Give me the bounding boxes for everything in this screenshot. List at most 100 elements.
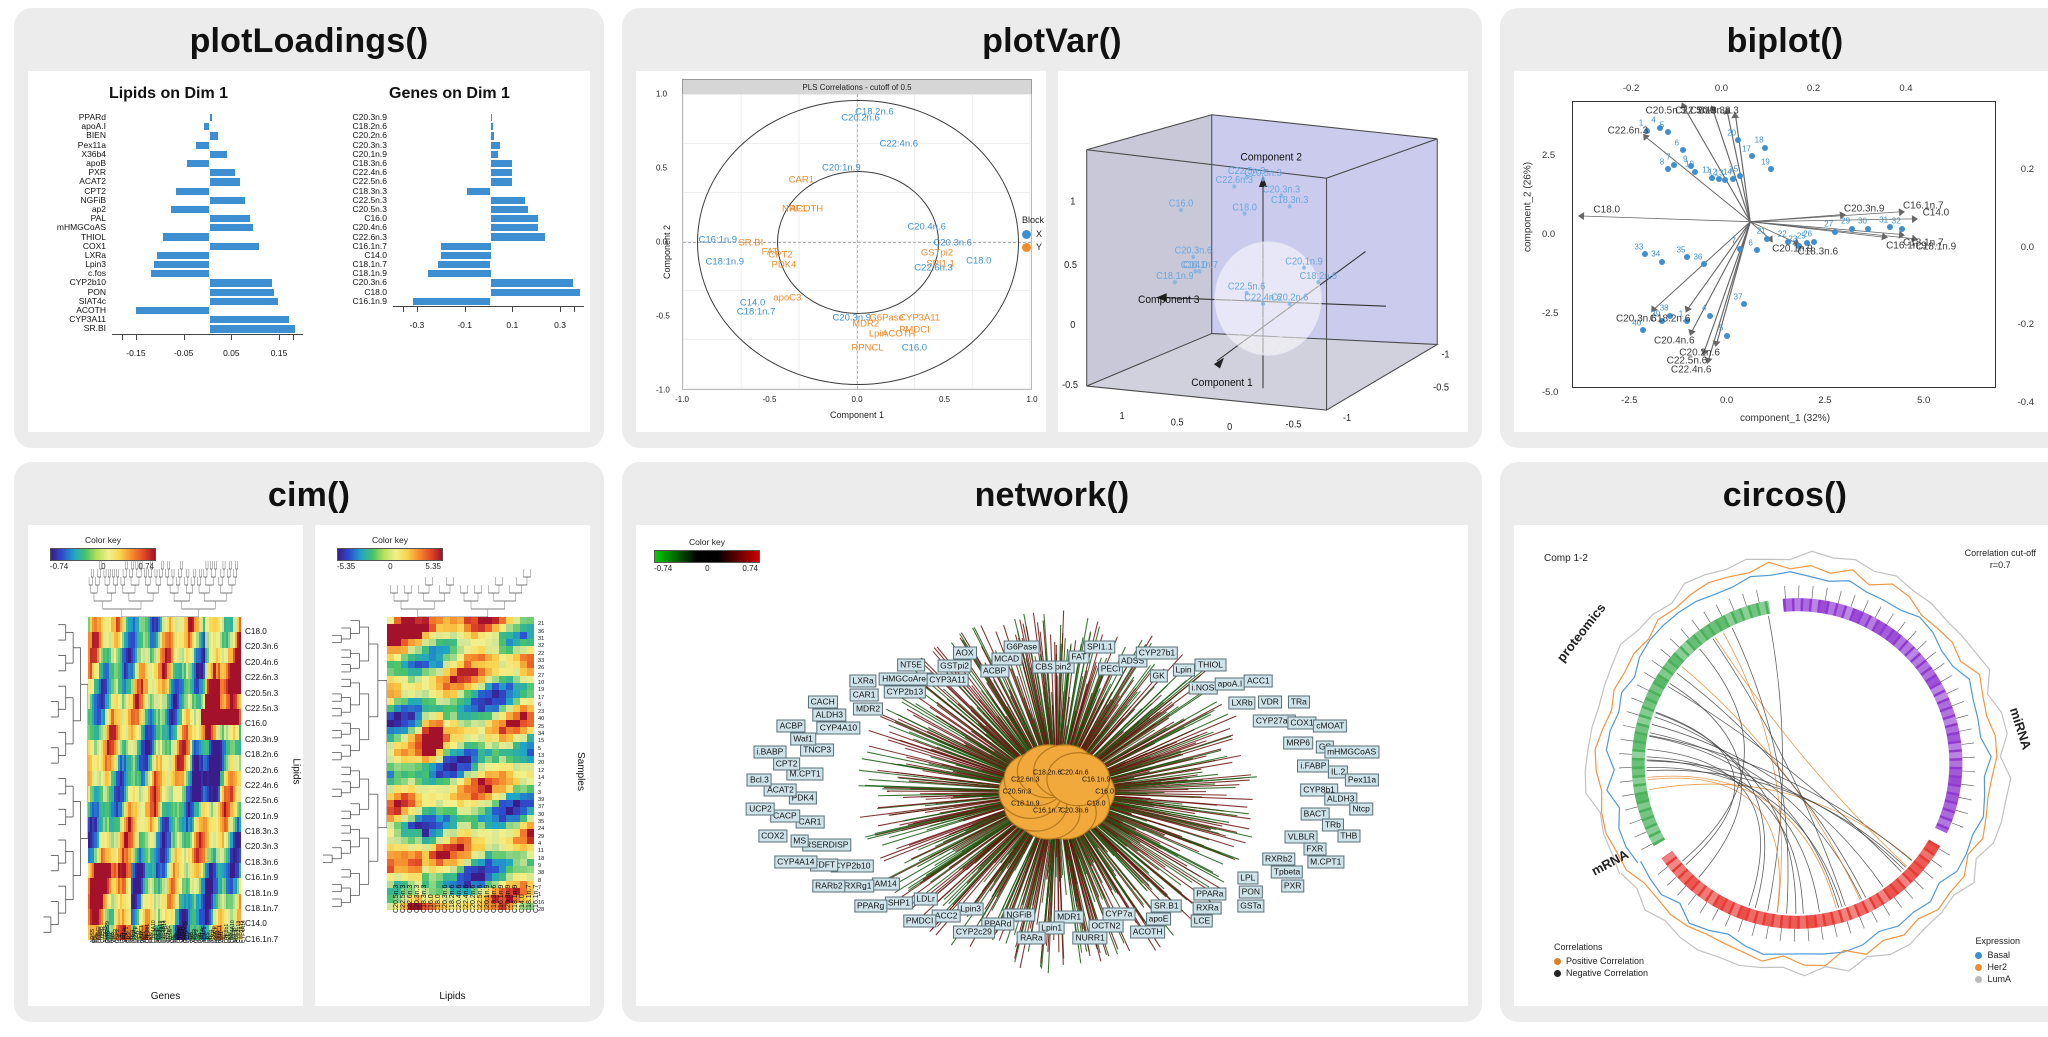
network-node[interactable]: Ntcp [1349, 802, 1373, 815]
network-node[interactable]: SHP1 [884, 896, 914, 910]
network-node[interactable]: mHMGCoAS [1324, 745, 1380, 759]
network-node[interactable]: COX1 [1287, 716, 1317, 730]
network-node[interactable]: VLBLR [1284, 830, 1318, 844]
heatmap-cell [141, 678, 144, 694]
network-node[interactable]: MCAD [991, 652, 1023, 666]
network-node[interactable]: CPT2 [772, 757, 801, 771]
network-node[interactable]: IL.2 [1328, 765, 1349, 779]
network-node[interactable]: FXR [1303, 842, 1327, 856]
network-node[interactable]: TRb [1321, 818, 1344, 832]
network-node[interactable]: THIOL [1194, 658, 1226, 672]
network-node[interactable]: cMOAT [1313, 719, 1348, 733]
network-node[interactable]: MDR1 [1054, 910, 1085, 924]
network-node[interactable]: Pex11a [1344, 773, 1380, 787]
network-node[interactable]: ACAT2 [764, 783, 797, 797]
network-node[interactable]: i.NOS [1188, 681, 1218, 695]
network-node[interactable]: MS [790, 834, 810, 848]
network-node[interactable]: RARa [1017, 931, 1046, 945]
network-node[interactable]: apoA.I [1214, 677, 1246, 691]
heatmap-cell [394, 697, 401, 705]
network-node[interactable]: i.FABP [1297, 759, 1330, 773]
network-node[interactable]: RARb2 [812, 879, 846, 893]
network-node[interactable]: ACOTH [1129, 925, 1166, 939]
network-node[interactable]: SPI1.1 [1084, 640, 1116, 654]
network-node[interactable]: COX2 [758, 829, 788, 843]
network-node[interactable]: NT5E [897, 658, 925, 672]
network-node[interactable]: ACBP [776, 719, 806, 733]
heatmap-cell [219, 647, 222, 664]
network-node[interactable]: ACC1 [1244, 674, 1273, 688]
network-node[interactable]: PPARa [1193, 887, 1227, 901]
network-node[interactable]: Lpin3 [957, 902, 985, 916]
network-node[interactable]: CYP2c29 [952, 925, 995, 939]
network-node[interactable]: PON [1238, 885, 1263, 899]
network-node[interactable]: SR.B1 [1151, 899, 1182, 913]
network-node[interactable]: LDLr [913, 892, 938, 906]
network-node[interactable]: i.BABP [753, 745, 787, 759]
network-node[interactable]: CACP [770, 809, 800, 823]
network-node[interactable]: CAR1 [795, 815, 825, 829]
network-node[interactable]: Bcl.3 [747, 773, 772, 787]
network-node[interactable]: LXRa [849, 674, 877, 688]
plotvar-3d-canvas[interactable]: C20.5n.3 C22.5n.3 C22.6n.3 C20.3n.3 C18.3n.3… [1058, 71, 1468, 432]
network-node[interactable]: ALDH3 [1324, 792, 1358, 806]
network-node[interactable]: GK [1149, 669, 1168, 683]
network-node[interactable]: NURR1 [1072, 931, 1108, 945]
network-node[interactable]: Lpin [1172, 663, 1195, 677]
network-node[interactable]: GSTa [1237, 899, 1265, 913]
network-node[interactable]: HMGCoAred [879, 672, 934, 686]
network-node[interactable]: M.CPT1 [1307, 855, 1345, 869]
network-graph[interactable]: C16.0 C18.0 C20.3n.6 C16.1n.7 C18.1n.9 C20.5n… [636, 525, 1468, 1006]
network-node[interactable]: CACH [807, 695, 838, 709]
plotvar-3d-cube[interactable]: C20.5n.3 C22.5n.3 C22.6n.3 C20.3n.3 C18.3n.3… [1058, 71, 1468, 432]
network-node[interactable]: RXRg1 [841, 879, 875, 893]
network-node[interactable]: PXR [1280, 879, 1305, 893]
network-node[interactable]: apoE [1145, 912, 1172, 926]
network-node[interactable]: PPARg [854, 899, 888, 913]
network-node[interactable]: AM14 [871, 877, 900, 891]
network-node[interactable]: UCP2 [746, 802, 775, 815]
heatmap-cell [221, 709, 224, 725]
network-node[interactable]: GSTpi2 [937, 659, 972, 673]
network-node[interactable]: CBS [1032, 660, 1056, 674]
network-node[interactable]: CYP27b1 [1135, 646, 1179, 660]
network-node[interactable]: CYP4A14 [774, 855, 818, 869]
network-node[interactable]: THB [1337, 829, 1361, 843]
heatmap-cell [478, 646, 485, 654]
network-canvas[interactable]: Color key -0.74 0 0.74 C16.0 C18.0 C20.3n.… [636, 525, 1468, 1006]
network-node[interactable]: LXRb [1228, 696, 1256, 710]
network-node[interactable]: M.CPT1 [786, 767, 824, 781]
network-node[interactable]: RSERDISP [801, 838, 852, 852]
network-node[interactable]: Tpbeta [1270, 865, 1304, 879]
heatmap-cell [132, 909, 135, 925]
network-node[interactable]: G6Pase [1003, 640, 1041, 654]
network-node[interactable]: VDR [1257, 695, 1282, 709]
heatmap-cell [209, 632, 212, 648]
heatmap-cell [492, 858, 499, 867]
network-node[interactable]: PECI [1097, 662, 1124, 676]
heatmap-cell [90, 632, 93, 648]
heatmap-cell [443, 631, 450, 639]
network-node[interactable]: CYP3A11 [926, 673, 969, 687]
network-node[interactable]: MRP6 [1283, 736, 1314, 750]
network-node[interactable]: RXRb2 [1262, 852, 1296, 866]
network-node[interactable]: CYP2b13 [883, 685, 927, 699]
network-node[interactable]: BACT [1300, 807, 1330, 821]
network-node[interactable]: PMDCI [902, 914, 937, 928]
network-node[interactable]: RXRa [1193, 901, 1222, 915]
network-node[interactable]: TNCP3 [800, 743, 835, 757]
network-node[interactable]: AOX [952, 646, 977, 660]
network-node[interactable]: ALDH3 [812, 708, 846, 722]
network-node[interactable]: TRa [1287, 695, 1310, 709]
network-node[interactable]: Waf1 [790, 732, 816, 745]
network-node[interactable]: LCE [1190, 914, 1214, 928]
network-node[interactable]: CYP4A10 [816, 721, 861, 735]
network-node[interactable]: ACBP [979, 664, 1010, 678]
network-node[interactable]: LPL [1237, 871, 1259, 885]
network-node[interactable]: CAR1 [849, 688, 879, 702]
network-node[interactable]: CYP7a [1102, 907, 1136, 921]
network-node[interactable]: MDR2 [852, 702, 884, 716]
network-node[interactable]: Lpin1 [1038, 921, 1066, 935]
